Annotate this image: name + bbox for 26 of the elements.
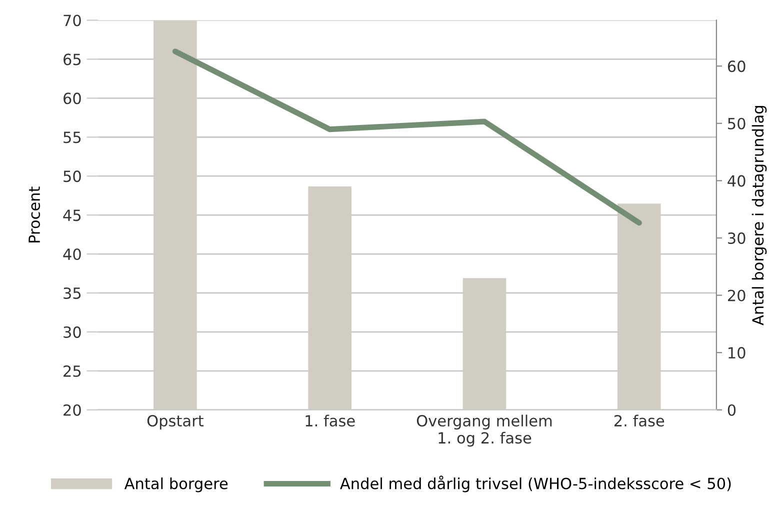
legend-label: Andel med dårlig trivsel (WHO-5-indeksscore < 50) [340, 476, 731, 492]
y-tick-label: 45 [63, 210, 81, 222]
y-tick-label: 35 [64, 287, 81, 299]
y2-tick-label: 10 [728, 347, 746, 359]
y2-tick-label: 60 [728, 60, 746, 72]
y2-tick-label: 40 [728, 175, 746, 187]
y-tick-label: 20 [64, 404, 81, 416]
x-tick-label: 1. fase [306, 414, 355, 427]
x-tick-label: 2. fase [614, 414, 664, 427]
y2-tick-label: 0 [728, 404, 736, 416]
y-tick-label: 55 [64, 132, 81, 144]
y-axis-title: Procent [28, 186, 40, 242]
y-tick-label: 60 [64, 92, 81, 104]
y2-axis-title: Antal borgere i datagrundlag [752, 106, 767, 326]
y2-tick-label: 30 [728, 232, 746, 244]
x-tick-label: Opstart [147, 414, 204, 430]
y-tick-label: 65 [64, 54, 81, 66]
y-tick-label: 40 [63, 248, 81, 260]
y-tick-label: 70 [64, 14, 81, 26]
y-tick-label: 50 [64, 170, 81, 182]
y2-tick-label: 20 [728, 290, 746, 302]
x-tick-label: Overgang mellem 1. og 2. fase [416, 414, 552, 447]
y-tick-label: 25 [64, 365, 81, 377]
legend-label: Antal borgere [124, 477, 228, 492]
y2-tick-label: 50 [728, 118, 746, 130]
y-tick-label: 30 [64, 326, 81, 338]
